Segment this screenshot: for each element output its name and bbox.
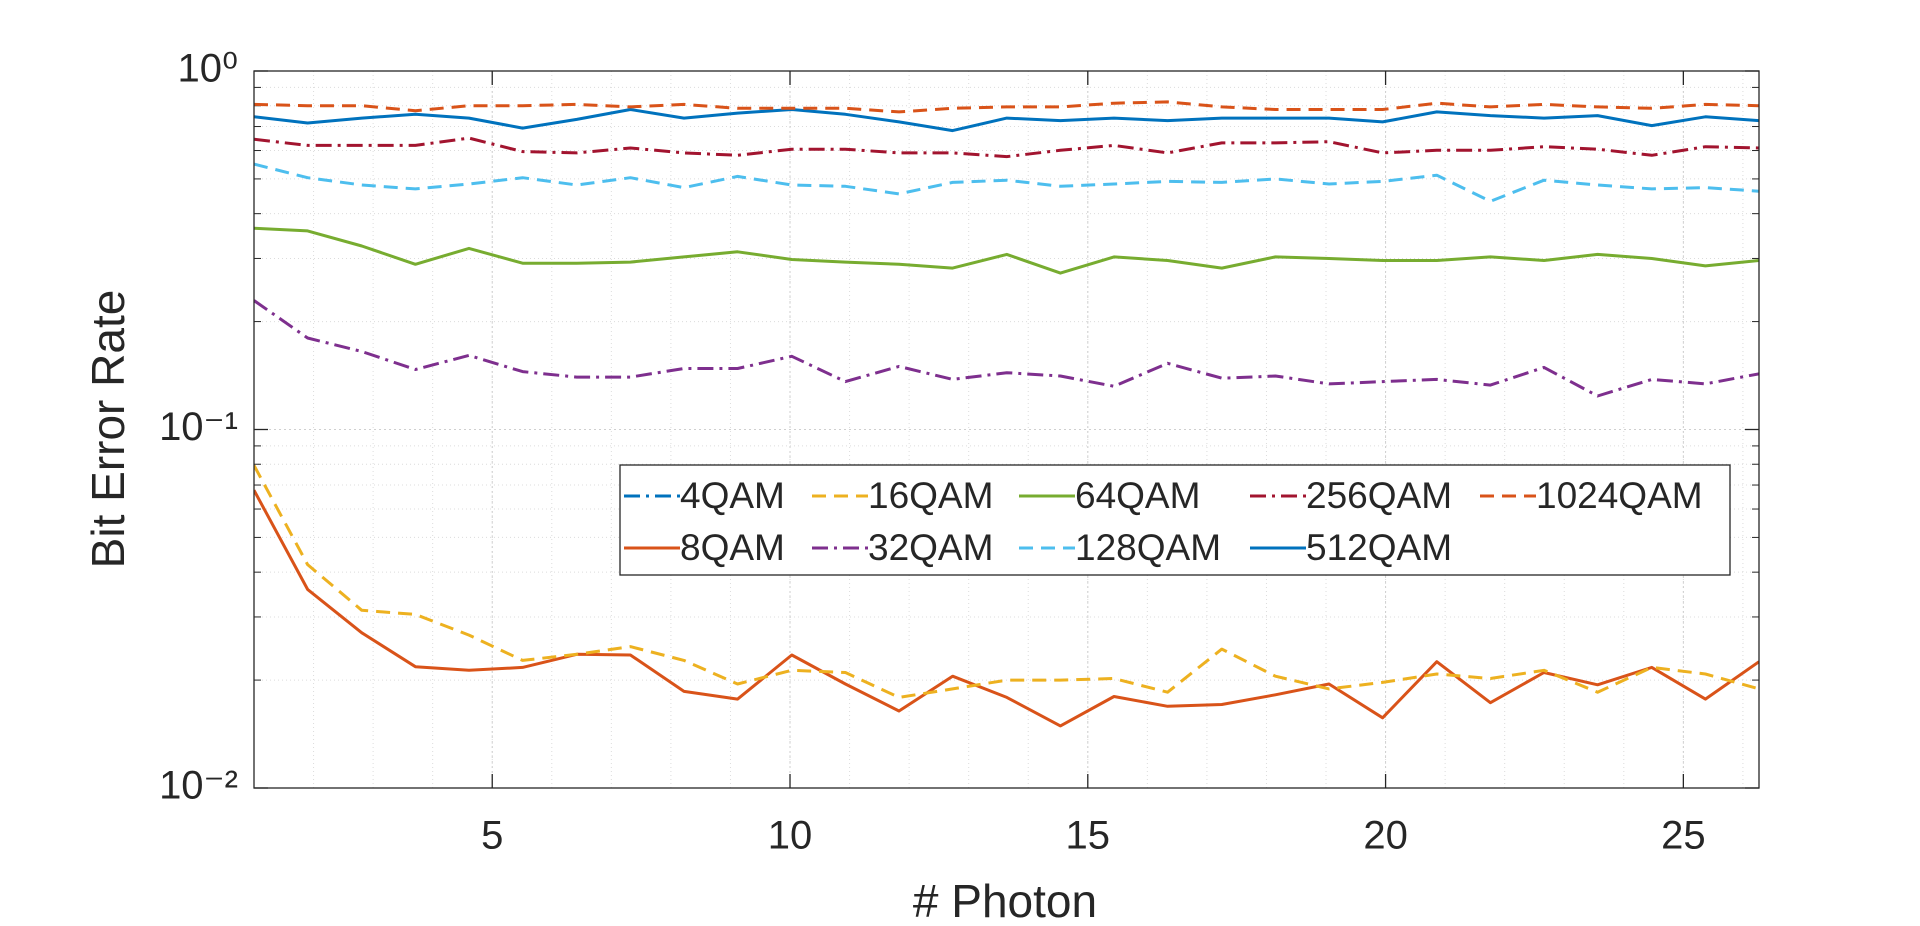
x-tick-label: 10 (768, 814, 813, 858)
axes-box (253, 70, 1760, 789)
series-line (254, 162, 1759, 203)
legend-label: 4QAM (680, 475, 785, 516)
series-line (254, 108, 1759, 133)
legend-label: 128QAM (1075, 527, 1221, 568)
x-tick-label: 25 (1661, 814, 1706, 858)
y-tick-label: 10⁻¹ (159, 405, 238, 449)
y-tick-label: 10⁰ (177, 47, 238, 91)
y-tick-label: 10⁻² (159, 764, 238, 808)
x-tick-label: 20 (1363, 814, 1408, 858)
x-tick-label: 15 (1066, 814, 1111, 858)
legend-label: 16QAM (868, 475, 993, 516)
legend-label: 256QAM (1306, 475, 1452, 516)
x-axis-label: # Photon (913, 875, 1097, 926)
series-line (254, 100, 1759, 114)
legend-label: 512QAM (1306, 527, 1452, 568)
legend-label: 64QAM (1075, 475, 1200, 516)
series-group (254, 100, 1759, 728)
series-line (254, 299, 1759, 398)
x-tick-label: 5 (481, 814, 503, 858)
series-line (254, 226, 1759, 275)
y-axis-label: Bit Error Rate (82, 290, 134, 569)
series-line (254, 489, 1759, 728)
legend-box (619, 464, 1731, 576)
legend-label: 1024QAM (1536, 475, 1703, 516)
series-line (254, 464, 1759, 699)
legend-label: 32QAM (868, 527, 993, 568)
series-line (254, 136, 1759, 159)
legend-label: 8QAM (680, 527, 785, 568)
